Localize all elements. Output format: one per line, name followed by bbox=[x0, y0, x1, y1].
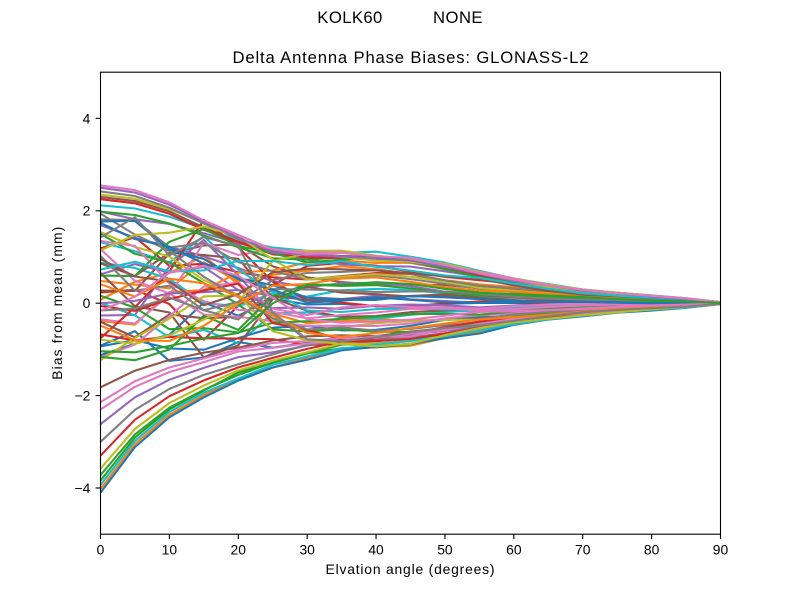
svg-text:Elvation angle (degrees): Elvation angle (degrees) bbox=[326, 561, 495, 577]
svg-text:70: 70 bbox=[575, 541, 591, 557]
svg-text:−2: −2 bbox=[74, 387, 90, 403]
svg-text:NONE: NONE bbox=[433, 8, 483, 27]
svg-text:50: 50 bbox=[437, 541, 453, 557]
svg-text:2: 2 bbox=[83, 203, 91, 219]
svg-text:−4: −4 bbox=[74, 480, 90, 496]
svg-text:40: 40 bbox=[368, 541, 384, 557]
svg-text:4: 4 bbox=[83, 110, 91, 126]
svg-text:0: 0 bbox=[97, 541, 105, 557]
svg-text:0: 0 bbox=[83, 295, 91, 311]
svg-text:20: 20 bbox=[231, 541, 247, 557]
svg-text:60: 60 bbox=[506, 541, 522, 557]
svg-text:80: 80 bbox=[644, 541, 660, 557]
svg-text:90: 90 bbox=[713, 541, 729, 557]
svg-text:30: 30 bbox=[299, 541, 315, 557]
svg-text:Bias from mean (mm): Bias from mean (mm) bbox=[49, 227, 65, 380]
svg-text:Delta Antenna Phase Biases: GL: Delta Antenna Phase Biases: GLONASS-L2 bbox=[233, 48, 589, 67]
svg-text:10: 10 bbox=[162, 541, 178, 557]
svg-text:KOLK60: KOLK60 bbox=[317, 8, 382, 27]
